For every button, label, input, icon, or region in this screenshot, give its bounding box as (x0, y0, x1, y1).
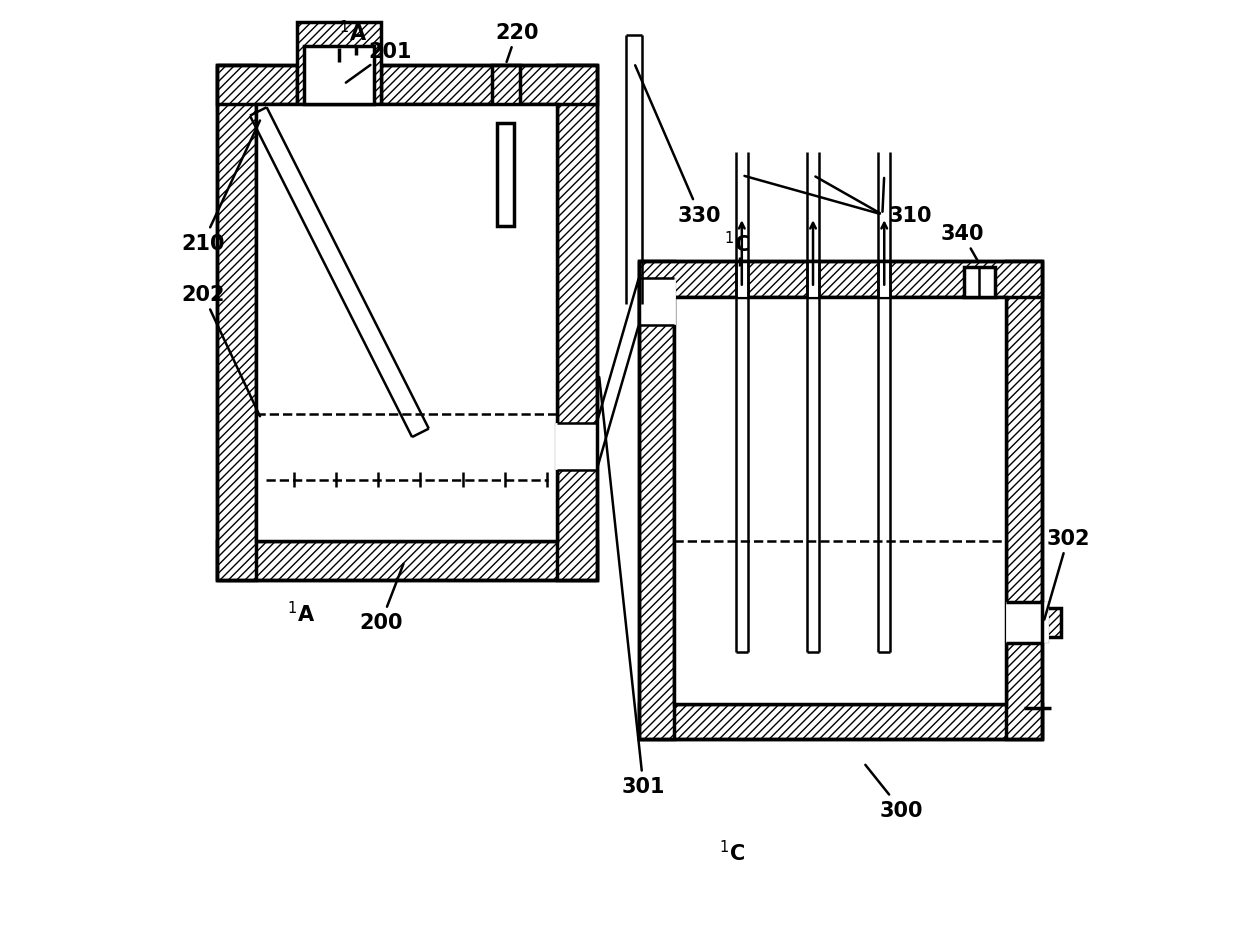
Text: 310: 310 (889, 205, 932, 226)
Bar (639, 262, 675, 739)
Text: $^1$C: $^1$C (724, 231, 750, 256)
Bar (1006, 602, 1049, 643)
Bar (296, 23, 381, 105)
Bar (735, 262, 748, 298)
Text: 301: 301 (599, 377, 665, 797)
Text: 330: 330 (635, 66, 722, 226)
Text: 210: 210 (181, 122, 260, 254)
Text: 302: 302 (1044, 528, 1090, 620)
Text: $^1$A: $^1$A (288, 601, 315, 625)
Bar (217, 66, 296, 105)
Bar (639, 704, 1042, 739)
Bar (639, 262, 1042, 298)
Text: $^1$A: $^1$A (339, 21, 367, 45)
Bar (807, 262, 820, 298)
Bar (217, 66, 257, 580)
Text: 202: 202 (181, 285, 260, 417)
Bar (556, 424, 599, 471)
Text: 201: 201 (346, 41, 412, 83)
Bar (381, 66, 596, 105)
Bar (217, 541, 596, 580)
Bar (878, 262, 890, 298)
Polygon shape (596, 279, 639, 471)
Text: $^1$C: $^1$C (719, 840, 745, 864)
Bar (491, 66, 520, 227)
Bar (304, 47, 373, 105)
Bar (497, 124, 515, 227)
Bar (257, 105, 557, 541)
Bar (1006, 262, 1042, 739)
Text: 340: 340 (940, 224, 983, 262)
Bar (675, 298, 1006, 704)
Bar (639, 279, 676, 326)
Bar (963, 268, 994, 298)
Text: 200: 200 (360, 564, 403, 633)
Text: 300: 300 (866, 765, 923, 820)
Bar (557, 66, 596, 580)
Text: 220: 220 (495, 22, 538, 63)
Bar (1042, 608, 1061, 637)
